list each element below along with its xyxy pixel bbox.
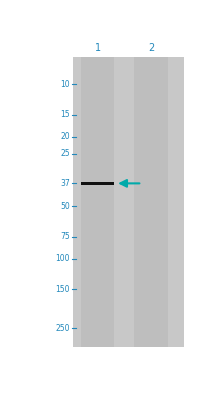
Bar xyxy=(73,57,184,347)
Bar xyxy=(81,182,114,185)
Text: 20: 20 xyxy=(60,132,70,141)
Text: 50: 50 xyxy=(60,202,70,211)
Bar xyxy=(134,57,167,347)
Text: 25: 25 xyxy=(60,149,70,158)
Text: 250: 250 xyxy=(55,324,70,332)
Text: 75: 75 xyxy=(60,232,70,241)
Text: 15: 15 xyxy=(60,110,70,120)
Text: 100: 100 xyxy=(55,254,70,263)
Text: 150: 150 xyxy=(55,285,70,294)
Text: 2: 2 xyxy=(147,43,153,53)
Text: 37: 37 xyxy=(60,179,70,188)
Bar xyxy=(81,57,114,347)
Text: 10: 10 xyxy=(60,80,70,89)
Text: 1: 1 xyxy=(94,43,100,53)
